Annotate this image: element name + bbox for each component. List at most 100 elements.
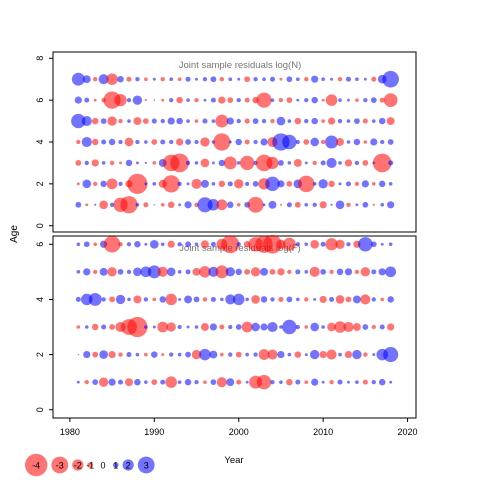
residual-bubble-log-n: [245, 181, 250, 187]
residual-bubble-log-f: [144, 352, 148, 357]
residual-bubble-log-n: [279, 77, 283, 81]
residual-bubble-log-n: [169, 77, 173, 82]
residual-bubble-log-f: [77, 353, 79, 356]
residual-bubble-log-f: [115, 294, 126, 305]
residual-bubble-log-n: [194, 97, 199, 103]
residual-bubble-log-f: [99, 350, 108, 359]
residual-bubble-log-f: [108, 378, 116, 386]
residual-bubble-log-f: [144, 242, 148, 246]
residual-bubble-log-f: [251, 322, 260, 332]
residual-bubble-log-f: [304, 297, 309, 302]
residual-bubble-log-f: [177, 270, 182, 274]
residual-bubble-log-n: [228, 140, 232, 144]
residual-bubble-log-f: [279, 380, 283, 384]
residual-bubble-log-f: [320, 241, 326, 247]
residual-bubble-log-n: [176, 96, 183, 104]
residual-bubble-log-f: [319, 350, 327, 359]
residual-bubble-log-f: [245, 297, 249, 302]
legend-label: -2: [74, 461, 82, 471]
panel-title-log-f: Joint sample residuals log(F): [179, 243, 300, 254]
legend-bubble: [72, 459, 84, 471]
residual-bubble-log-f: [151, 351, 158, 358]
residual-bubble-log-f: [380, 297, 385, 302]
residual-bubble-log-n: [127, 119, 131, 123]
residual-bubble-log-n: [132, 95, 143, 105]
residual-bubble-log-f: [310, 349, 320, 360]
residual-bubble-log-f: [277, 350, 285, 359]
residual-bubble-log-f: [167, 240, 175, 248]
residual-bubble-log-f: [228, 352, 233, 357]
residual-bubble-log-n: [91, 159, 99, 167]
residual-bubble-log-f: [319, 295, 327, 304]
residual-bubble-log-f: [76, 242, 81, 247]
residual-bubble-log-n: [372, 203, 375, 206]
residual-bubble-log-f: [260, 267, 269, 276]
residual-bubble-log-f: [149, 239, 159, 249]
residual-bubble-log-n: [176, 117, 183, 125]
residual-bubble-log-f: [75, 296, 81, 302]
residual-bubble-log-f: [93, 269, 98, 275]
residual-bubble-log-n: [287, 161, 292, 165]
residual-bubble-log-f: [199, 348, 211, 361]
residual-bubble-log-n: [304, 97, 309, 103]
residual-bubble-log-n: [286, 97, 293, 104]
residual-bubble-log-f: [161, 353, 165, 357]
residual-bubble-log-n: [370, 138, 378, 146]
residual-bubble-log-n: [320, 160, 326, 166]
residual-bubble-log-f: [286, 296, 293, 303]
residual-bubble-log-n: [252, 180, 259, 187]
residual-bubble-log-f: [263, 234, 282, 254]
residual-bubble-log-f: [282, 319, 297, 335]
residual-bubble-log-n: [118, 139, 123, 145]
residual-bubble-log-f: [225, 294, 236, 305]
residual-bubble-log-n: [218, 96, 226, 104]
residual-bubble-log-n: [311, 117, 318, 125]
residual-bubble-log-n: [304, 161, 308, 165]
residual-bubble-log-f: [118, 352, 123, 357]
residual-bubble-log-n: [244, 76, 251, 83]
residual-bubble-log-n: [114, 94, 127, 107]
residual-bubble-log-f: [379, 324, 385, 330]
residual-bubble-log-n: [210, 97, 216, 103]
residual-bubble-log-f: [210, 296, 216, 302]
residual-bubble-log-n: [266, 156, 279, 170]
residual-bubble-log-f: [84, 379, 89, 385]
residual-bubble-log-f: [360, 267, 371, 277]
residual-bubble-log-n: [270, 118, 275, 124]
residual-bubble-log-n: [161, 98, 165, 102]
residual-bubble-log-f: [101, 297, 106, 302]
residual-bubble-log-f: [159, 296, 166, 303]
residual-bubble-log-f: [260, 296, 268, 303]
residual-bubble-log-n: [216, 199, 228, 211]
residual-bubble-log-f: [378, 268, 386, 276]
residual-bubble-log-n: [261, 118, 267, 124]
residual-bubble-log-f: [344, 268, 353, 276]
y-tick-label-log-f: 6: [35, 242, 45, 247]
residual-bubble-log-n: [75, 160, 82, 166]
residual-bubble-log-n: [160, 202, 165, 207]
y-tick-label-log-n: 2: [35, 181, 45, 186]
residual-bubble-log-f: [135, 352, 140, 357]
residual-bubble-log-n: [200, 137, 210, 147]
residual-bubble-log-f: [311, 378, 319, 386]
residual-bubble-log-f: [388, 242, 393, 247]
residual-bubble-log-n: [178, 203, 182, 207]
residual-bubble-log-n: [76, 139, 81, 145]
residual-bubble-log-f: [295, 379, 301, 385]
residual-bubble-log-f: [160, 379, 166, 385]
residual-bubble-log-n: [100, 118, 107, 124]
residual-bubble-log-f: [152, 297, 157, 302]
residual-bubble-log-n: [296, 77, 300, 82]
x-axis-year: 1980 1990 2000 2010 2020: [60, 418, 418, 437]
residual-bubble-log-f: [371, 379, 376, 385]
residual-bubble-log-f: [389, 380, 393, 384]
residual-bubble-log-f: [118, 242, 123, 247]
residual-bubble-log-n: [311, 75, 319, 83]
residual-bubble-log-n: [328, 180, 335, 188]
residual-bubble-log-f: [126, 242, 132, 247]
residual-bubble-log-f: [92, 379, 99, 386]
residual-bubble-log-n: [337, 118, 343, 124]
residual-bubble-log-n: [353, 138, 361, 146]
residual-bubble-log-n: [211, 161, 215, 165]
residual-bubble-log-f: [337, 379, 343, 385]
